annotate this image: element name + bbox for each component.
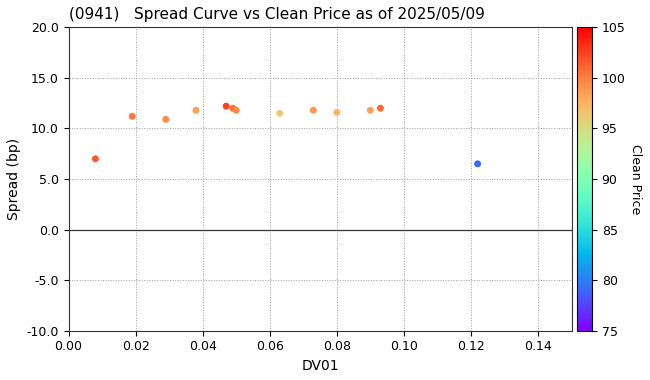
Point: [161, 116, 171, 122]
Y-axis label: Clean Price: Clean Price: [629, 144, 642, 214]
Point: [221, 103, 231, 109]
Point: [375, 105, 385, 111]
Point: [90, 156, 101, 162]
X-axis label: DV01: DV01: [301, 359, 339, 373]
Y-axis label: Spread (bp): Spread (bp): [7, 138, 21, 220]
Point: [274, 110, 285, 116]
Point: [227, 105, 238, 111]
Point: [231, 107, 241, 113]
Point: [365, 107, 376, 113]
Point: [473, 161, 483, 167]
Point: [332, 109, 342, 115]
Point: [308, 107, 318, 113]
Text: (0941)   Spread Curve vs Clean Price as of 2025/05/09: (0941) Spread Curve vs Clean Price as of…: [69, 7, 484, 22]
Point: [127, 113, 138, 119]
Point: [191, 107, 202, 113]
